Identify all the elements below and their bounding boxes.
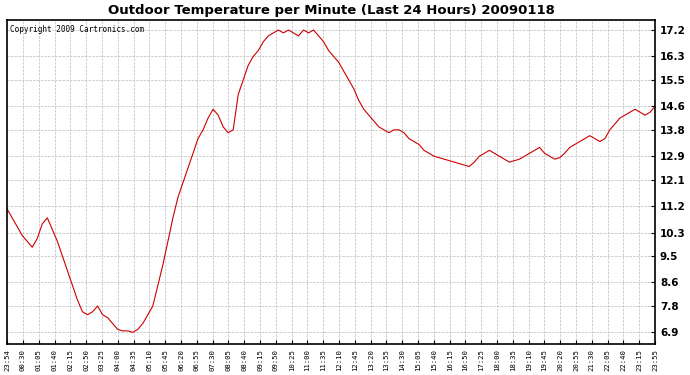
Text: Copyright 2009 Cartronics.com: Copyright 2009 Cartronics.com xyxy=(10,25,144,34)
Title: Outdoor Temperature per Minute (Last 24 Hours) 20090118: Outdoor Temperature per Minute (Last 24 … xyxy=(108,4,555,17)
